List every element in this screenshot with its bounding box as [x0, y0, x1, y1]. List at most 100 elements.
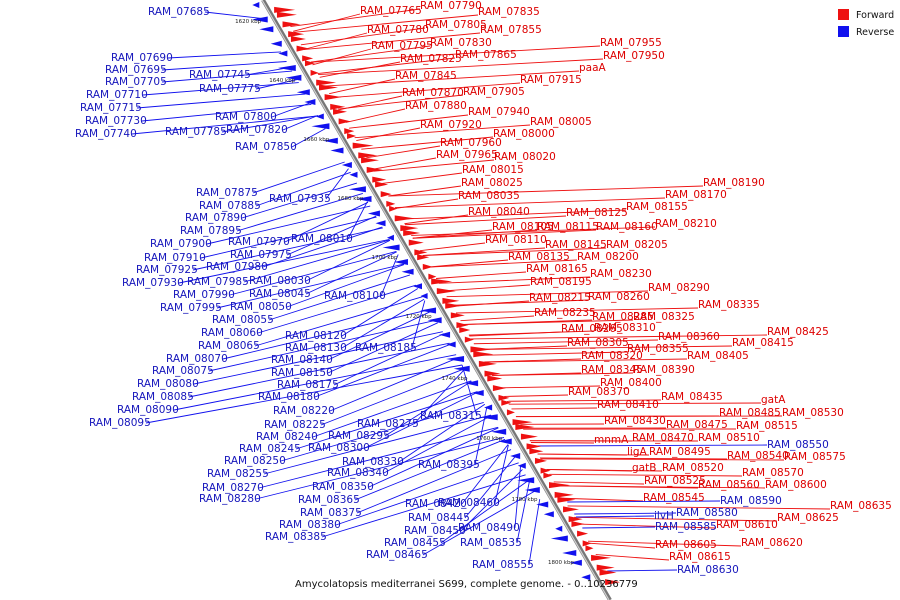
gene-label-forward[interactable]: RAM_08370 — [568, 386, 630, 398]
gene-label-forward[interactable]: RAM_07870 — [402, 87, 464, 99]
gene-label-reverse[interactable]: RAM_07875 — [196, 187, 258, 199]
gene-label-reverse[interactable]: RAM_08270 — [202, 482, 264, 494]
gene-label-reverse[interactable]: RAM_08030 — [249, 275, 311, 287]
gene-label-forward[interactable]: RAM_08600 — [765, 479, 827, 491]
gene-label-forward[interactable]: RAM_08520 — [662, 462, 724, 474]
gene-label-reverse[interactable]: RAM_08380 — [279, 519, 341, 531]
gene-label-reverse[interactable]: RAM_08060 — [201, 327, 263, 339]
gene-label-forward[interactable]: RAM_08575 — [784, 451, 846, 463]
gene-label-reverse[interactable]: RAM_07885 — [199, 200, 261, 212]
gene-label-forward[interactable]: RAM_08530 — [782, 407, 844, 419]
gene-label-reverse[interactable]: RAM_08450 — [404, 525, 466, 537]
gene-label-reverse[interactable]: RAM_08460 — [438, 497, 500, 509]
gene-label-reverse[interactable]: RAM_08075 — [152, 365, 214, 377]
gene-label-forward[interactable]: RAM_08435 — [661, 391, 723, 403]
gene-label-forward[interactable]: RAM_07830 — [430, 37, 492, 49]
gene-label-reverse[interactable]: RAM_07990 — [173, 289, 235, 301]
gene-label-forward[interactable]: RAM_08025 — [461, 177, 523, 189]
gene-label-forward[interactable]: RAM_08015 — [462, 164, 524, 176]
gene-label-reverse[interactable]: RAM_08240 — [256, 431, 318, 443]
gene-label-forward[interactable]: RAM_08125 — [566, 207, 628, 219]
gene-label-reverse[interactable]: RAM_08395 — [418, 459, 480, 471]
gene-label-forward[interactable]: RAM_08515 — [736, 420, 798, 432]
gene-label-forward[interactable]: RAM_08155 — [626, 201, 688, 213]
gene-label-forward[interactable]: RAM_08215 — [529, 292, 591, 304]
gene-label-reverse[interactable]: RAM_07710 — [86, 89, 148, 101]
gene-label-forward[interactable]: RAM_08635 — [830, 500, 892, 512]
gene-label-reverse[interactable]: RAM_07730 — [85, 115, 147, 127]
gene-label-reverse[interactable]: RAM_08365 — [298, 494, 360, 506]
gene-label-forward[interactable]: RAM_08485 — [719, 407, 781, 419]
gene-label-forward[interactable]: RAM_08495 — [649, 446, 711, 458]
gene-label-reverse[interactable]: RAM_08220 — [273, 405, 335, 417]
gene-label-reverse[interactable]: RAM_08350 — [312, 481, 374, 493]
gene-label-forward[interactable]: RAM_08035 — [458, 190, 520, 202]
gene-label-forward[interactable]: RAM_08470 — [632, 432, 694, 444]
gene-label-forward[interactable]: RAM_08145 — [545, 239, 607, 251]
gene-label-reverse[interactable]: RAM_07895 — [180, 225, 242, 237]
gene-label-reverse[interactable]: RAM_08280 — [199, 493, 261, 505]
gene-label-reverse[interactable]: RAM_08225 — [264, 419, 326, 431]
gene-label-forward[interactable]: RAM_08265 — [561, 323, 623, 335]
gene-label-reverse[interactable]: RAM_08420 — [405, 498, 467, 510]
gene-label-forward[interactable]: RAM_08200 — [577, 251, 639, 263]
gene-label-reverse[interactable]: RAM_08330 — [342, 456, 404, 468]
gene-label-reverse[interactable]: RAM_08315 — [420, 410, 482, 422]
gene-label-forward[interactable]: RAM_07805 — [425, 19, 487, 31]
gene-label-forward[interactable]: RAM_08400 — [600, 377, 662, 389]
gene-label-forward[interactable]: gatA — [761, 394, 786, 406]
gene-label-reverse[interactable]: RAM_07980 — [206, 261, 268, 273]
gene-label-reverse[interactable]: RAM_08250 — [224, 455, 286, 467]
gene-label-forward[interactable]: RAM_08355 — [627, 343, 689, 355]
gene-label-forward[interactable]: ligA — [627, 446, 647, 458]
gene-label-forward[interactable]: RAM_08430 — [604, 415, 666, 427]
gene-label-reverse[interactable]: RAM_08095 — [89, 417, 151, 429]
gene-label-forward[interactable]: RAM_08560 — [698, 479, 760, 491]
gene-label-reverse[interactable]: RAM_08375 — [300, 507, 362, 519]
gene-label-reverse[interactable]: RAM_08180 — [258, 391, 320, 403]
gene-label-forward[interactable]: RAM_08160 — [596, 221, 658, 233]
gene-label-forward[interactable]: RAM_08290 — [648, 282, 710, 294]
gene-label-forward[interactable]: RAM_07795 — [371, 40, 433, 52]
gene-label-forward[interactable]: RAM_07845 — [395, 70, 457, 82]
gene-label-forward[interactable]: RAM_08610 — [716, 519, 778, 531]
gene-label-forward[interactable]: RAM_08305 — [567, 337, 629, 349]
gene-label-reverse[interactable]: RAM_08445 — [408, 512, 470, 524]
gene-label-forward[interactable]: RAM_07835 — [478, 6, 540, 18]
gene-label-forward[interactable]: RAM_08165 — [526, 263, 588, 275]
gene-label-forward[interactable]: RAM_08615 — [669, 551, 731, 563]
gene-label-forward[interactable]: mnmA — [594, 434, 629, 446]
gene-label-forward[interactable]: RAM_08235 — [534, 307, 596, 319]
gene-label-reverse[interactable]: RAM_07935 — [269, 193, 331, 205]
gene-label-reverse[interactable]: RAM_08295 — [328, 430, 390, 442]
gene-label-forward[interactable]: RAM_08020 — [494, 151, 556, 163]
gene-label-forward[interactable]: paaA — [579, 62, 607, 74]
gene-label-reverse[interactable]: RAM_08120 — [285, 330, 347, 342]
gene-label-forward[interactable]: RAM_08540 — [727, 450, 789, 462]
gene-label-reverse[interactable]: RAM_07775 — [199, 83, 261, 95]
gene-label-forward[interactable]: RAM_07955 — [600, 37, 662, 49]
gene-label-reverse[interactable]: RAM_08465 — [366, 549, 428, 561]
gene-label-reverse[interactable]: RAM_07820 — [226, 124, 288, 136]
gene-label-forward[interactable]: RAM_07865 — [455, 49, 517, 61]
gene-label-forward[interactable]: RAM_07905 — [463, 86, 525, 98]
gene-label-reverse[interactable]: RAM_08050 — [230, 301, 292, 313]
gene-label-reverse[interactable]: RAM_08585 — [655, 521, 717, 533]
gene-label-forward[interactable]: RAM_07920 — [420, 119, 482, 131]
gene-label-reverse[interactable]: RAM_08175 — [277, 379, 339, 391]
gene-label-reverse[interactable]: RAM_08045 — [249, 288, 311, 300]
gene-label-forward[interactable]: RAM_08625 — [777, 512, 839, 524]
gene-label-reverse[interactable]: RAM_08385 — [265, 531, 327, 543]
gene-label-forward[interactable]: RAM_08190 — [703, 177, 765, 189]
gene-label-forward[interactable]: RAM_07915 — [520, 74, 582, 86]
gene-label-reverse[interactable]: RAM_08490 — [458, 522, 520, 534]
gene-label-forward[interactable]: RAM_08005 — [530, 116, 592, 128]
gene-label-forward[interactable]: RAM_08475 — [666, 419, 728, 431]
gene-label-reverse[interactable]: RAM_08255 — [207, 468, 269, 480]
gene-label-reverse[interactable]: RAM_08100 — [324, 290, 386, 302]
gene-label-forward[interactable]: RAM_08040 — [468, 206, 530, 218]
gene-label-forward[interactable]: RAM_08390 — [633, 364, 695, 376]
gene-label-reverse[interactable]: RAM_08630 — [677, 564, 739, 576]
gene-label-forward[interactable]: RAM_08620 — [741, 537, 803, 549]
gene-label-reverse[interactable]: RAM_07995 — [160, 302, 222, 314]
